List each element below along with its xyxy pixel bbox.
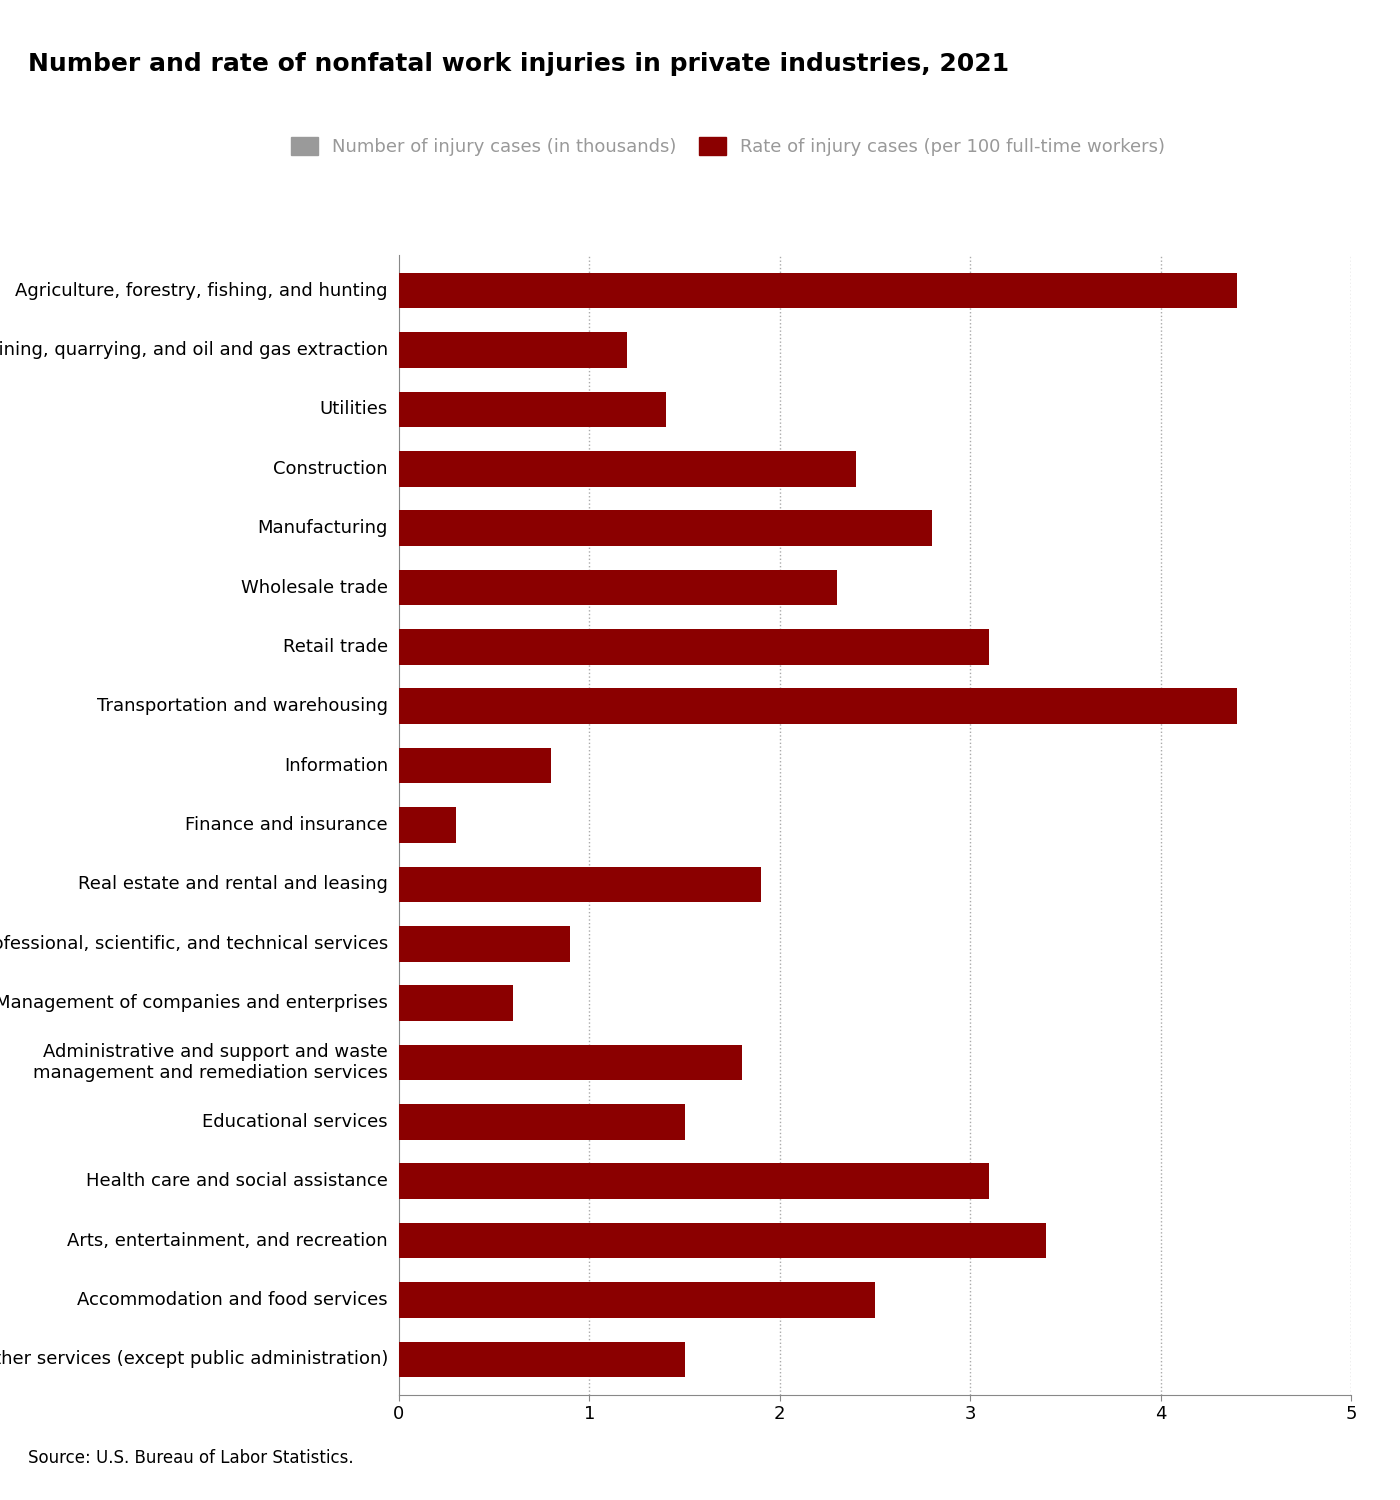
Bar xyxy=(399,748,552,783)
Bar xyxy=(399,1104,685,1140)
Bar xyxy=(399,452,855,486)
Text: Number and rate of nonfatal work injuries in private industries, 2021: Number and rate of nonfatal work injurie… xyxy=(28,53,1009,76)
Bar xyxy=(399,570,837,606)
Bar xyxy=(399,273,1236,309)
Bar xyxy=(399,1044,742,1080)
Legend: Number of injury cases (in thousands), Rate of injury cases (per 100 full-time w: Number of injury cases (in thousands), R… xyxy=(291,136,1165,156)
Bar xyxy=(399,926,570,962)
Bar xyxy=(399,628,990,664)
Bar xyxy=(399,1341,685,1377)
Bar xyxy=(399,867,760,901)
Text: Source: U.S. Bureau of Labor Statistics.: Source: U.S. Bureau of Labor Statistics. xyxy=(28,1449,354,1467)
Bar xyxy=(399,1222,1046,1258)
Bar xyxy=(399,807,456,843)
Bar xyxy=(399,332,627,368)
Bar xyxy=(399,510,932,546)
Bar xyxy=(399,392,665,427)
Bar xyxy=(399,986,514,1022)
Bar xyxy=(399,1282,875,1318)
Bar xyxy=(399,688,1236,724)
Bar xyxy=(399,1164,990,1198)
